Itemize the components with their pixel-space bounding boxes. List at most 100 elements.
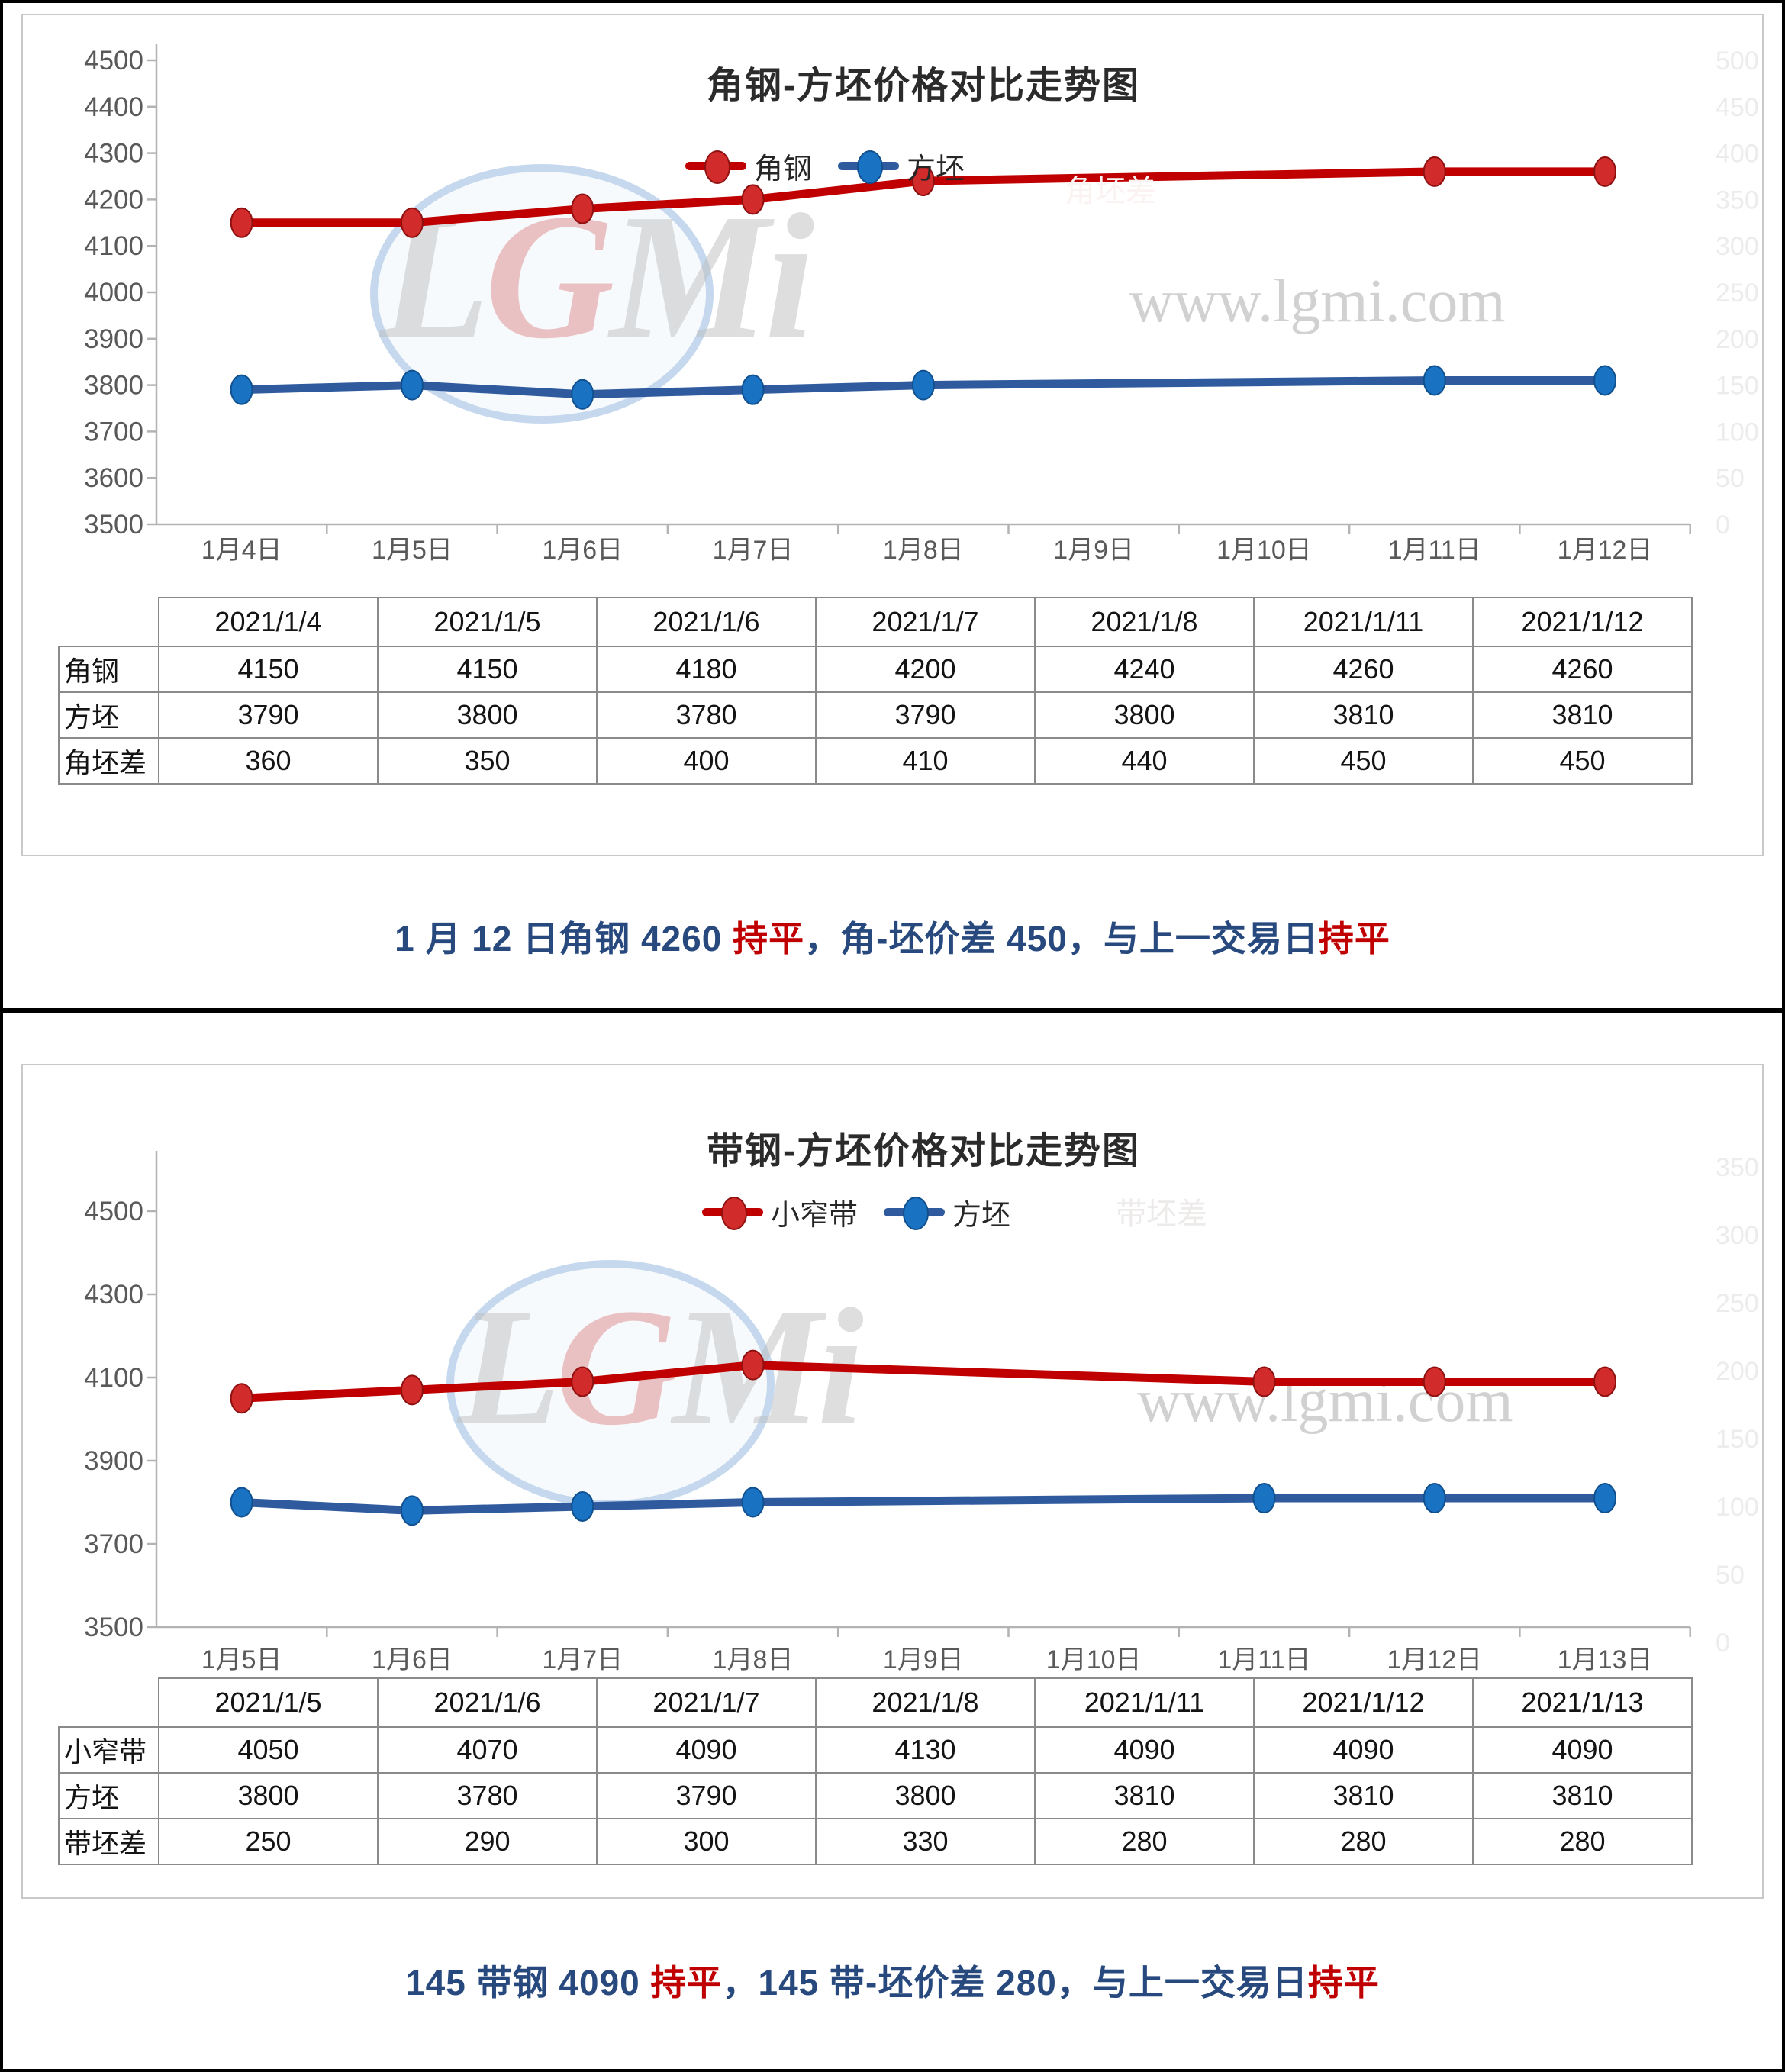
table-date-header: 2021/1/5 — [158, 1677, 379, 1728]
table-value-cell: 330 — [815, 1818, 1036, 1865]
table-value-cell: 300 — [596, 1818, 817, 1865]
svg-text:4100: 4100 — [84, 231, 143, 261]
table-date-header: 2021/1/6 — [596, 597, 817, 647]
caption-segment-red: 持平 — [1318, 919, 1390, 959]
svg-text:350: 350 — [1716, 185, 1759, 214]
legend-marker-icon — [721, 1197, 747, 1230]
svg-text:4300: 4300 — [84, 139, 143, 169]
table-row-header: 角坯差 — [58, 737, 159, 785]
legend-line-swatch — [838, 150, 900, 184]
svg-text:1月12日: 1月12日 — [1558, 536, 1653, 565]
svg-text:3500: 3500 — [84, 1613, 143, 1642]
legend-line-swatch — [884, 1197, 946, 1230]
svg-text:4400: 4400 — [84, 92, 143, 122]
svg-text:250: 250 — [1716, 1289, 1759, 1318]
table-value-cell: 400 — [596, 737, 817, 785]
legend-angle-chart: 角钢 方坯 — [685, 145, 965, 187]
caption-segment-blue: 145 带钢 4090 — [405, 1963, 651, 2003]
table-row: 带坯差 250 290 300 330 280 280 280 — [58, 1818, 1693, 1865]
svg-text:4300: 4300 — [84, 1280, 143, 1310]
table-date-header: 2021/1/12 — [1472, 597, 1693, 647]
table-value-cell: 3790 — [815, 691, 1036, 739]
table-date-header: 2021/1/11 — [1034, 1677, 1255, 1728]
table-value-cell: 4130 — [815, 1726, 1036, 1774]
svg-text:4100: 4100 — [84, 1363, 143, 1393]
table-value-cell: 4070 — [377, 1726, 598, 1774]
table-value-cell: 4090 — [1472, 1726, 1693, 1774]
chart-title-angle: 角钢-方坯价格对比走势图 — [707, 66, 1140, 106]
svg-text:200: 200 — [1716, 1357, 1759, 1386]
table-row: 方坯 3800 3780 3790 3800 3810 3810 3810 — [58, 1772, 1693, 1819]
svg-text:0: 0 — [1716, 1629, 1730, 1658]
svg-text:3700: 3700 — [84, 1529, 143, 1559]
table-value-cell: 4090 — [596, 1726, 817, 1774]
table-value-cell: 4260 — [1472, 646, 1693, 693]
legend-item-方坯: 方坯 — [884, 1191, 1010, 1233]
strip-steel-section: 带钢-方坯价格对比走势图 LGMi www.lgmi.com 4500 4300 4… — [0, 1011, 1785, 2072]
table-date-header: 2021/1/8 — [1034, 597, 1255, 647]
legend-item-小窄带: 小窄带 — [702, 1191, 858, 1233]
caption-segment-red: 持平 — [1307, 1963, 1380, 2003]
table-value-cell: 3800 — [1034, 691, 1255, 739]
legend-label: 角钢 — [754, 153, 813, 185]
svg-text:1月11日: 1月11日 — [1217, 1645, 1310, 1674]
hidden-legend-strip-spread: 带坯差 — [1116, 1197, 1207, 1231]
angle-steel-section: 角钢-方坯价格对比走势图 LGMi www.lgmi.com 4500 4400 4… — [0, 0, 1785, 1011]
svg-text:1月7日: 1月7日 — [713, 536, 794, 565]
svg-text:1月8日: 1月8日 — [883, 536, 964, 565]
table-row: 角坯差 360 350 400 410 440 450 450 — [58, 737, 1693, 785]
table-value-cell: 3810 — [1253, 691, 1474, 739]
legend-item-方坯: 方坯 — [838, 145, 965, 187]
legend-label: 小窄带 — [771, 1200, 859, 1232]
table-value-cell: 450 — [1472, 737, 1693, 785]
svg-text:350: 350 — [1716, 1153, 1759, 1182]
svg-text:1月13日: 1月13日 — [1558, 1645, 1653, 1674]
svg-text:4500: 4500 — [84, 46, 143, 76]
svg-text:3600: 3600 — [84, 463, 143, 493]
svg-text:1月9日: 1月9日 — [1053, 536, 1134, 565]
svg-text:4500: 4500 — [84, 1197, 143, 1226]
svg-text:1月7日: 1月7日 — [542, 1645, 623, 1674]
svg-text:1月12日: 1月12日 — [1387, 1645, 1482, 1674]
svg-text:150: 150 — [1716, 1425, 1759, 1454]
svg-text:1月9日: 1月9日 — [883, 1645, 964, 1674]
svg-text:1月8日: 1月8日 — [713, 1645, 794, 1674]
table-row: 小窄带 4050 4070 4090 4130 4090 4090 4090 — [58, 1726, 1693, 1774]
table-value-cell: 280 — [1253, 1818, 1474, 1865]
chart-title-strip: 带钢-方坯价格对比走势图 — [707, 1131, 1140, 1171]
table-row-header: 方坯 — [58, 1772, 159, 1819]
legend-line-swatch — [702, 1197, 763, 1230]
hidden-legend-angle-spread: 角坯差 — [1065, 175, 1156, 208]
svg-text:1月11日: 1月11日 — [1388, 536, 1481, 565]
table-value-cell: 410 — [815, 737, 1036, 785]
svg-text:3500: 3500 — [84, 510, 143, 540]
table-date-header: 2021/1/11 — [1253, 597, 1474, 647]
table-value-cell: 3800 — [377, 691, 598, 739]
svg-text:500: 500 — [1716, 47, 1759, 76]
svg-text:4000: 4000 — [84, 278, 143, 308]
table-value-cell: 3810 — [1253, 1772, 1474, 1819]
table-value-cell: 3810 — [1472, 691, 1693, 739]
svg-text:300: 300 — [1716, 232, 1759, 261]
angle-billet-line-chart: 4500440043004200410040003900380037003600… — [84, 44, 1759, 565]
svg-text:250: 250 — [1716, 279, 1759, 308]
table-value-cell: 4180 — [596, 646, 817, 693]
angle-price-table: 2021/1/4 2021/1/5 2021/1/6 2021/1/7 2021/1/8… — [58, 597, 1693, 785]
svg-text:1月4日: 1月4日 — [201, 536, 282, 565]
table-row-header: 带坯差 — [58, 1818, 159, 1865]
svg-text:1月6日: 1月6日 — [542, 536, 623, 565]
svg-text:1月10日: 1月10日 — [1046, 1645, 1142, 1674]
caption-segment-blue: 1 月 12 日角钢 4260 — [395, 919, 733, 959]
table-corner-cell — [59, 1678, 159, 1727]
table-row-header: 角钢 — [58, 646, 159, 693]
svg-text:50: 50 — [1716, 464, 1745, 493]
legend-marker-icon — [704, 150, 730, 184]
table-value-cell: 4050 — [158, 1726, 379, 1774]
legend-line-swatch — [685, 150, 746, 184]
table-value-cell: 450 — [1253, 737, 1474, 785]
table-value-cell: 3800 — [815, 1772, 1036, 1819]
legend-marker-icon — [857, 150, 884, 184]
table-value-cell: 3810 — [1472, 1772, 1693, 1819]
table-value-cell: 3810 — [1034, 1772, 1255, 1819]
svg-text:1月5日: 1月5日 — [201, 1645, 282, 1674]
